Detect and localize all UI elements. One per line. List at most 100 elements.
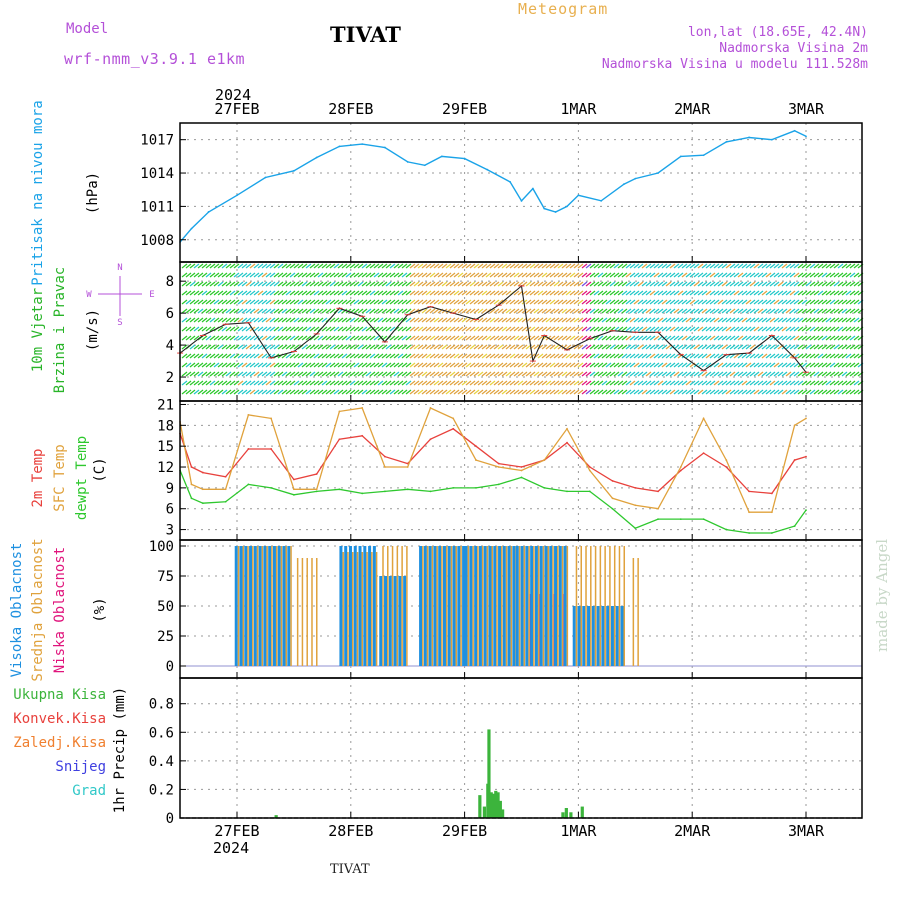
wind-barb	[589, 371, 596, 377]
wind-barb	[561, 389, 568, 395]
wind-barb	[625, 335, 632, 341]
wind-barb	[249, 389, 256, 395]
wind-barb	[581, 389, 588, 395]
wind-barb	[665, 308, 672, 314]
wind-barb	[321, 344, 328, 350]
pressure-line-point	[440, 155, 443, 158]
wind-barb	[409, 335, 416, 341]
wind-barb	[249, 272, 256, 278]
wind-barb	[333, 272, 340, 278]
wind-barb	[253, 335, 260, 341]
temp-line-1-point	[566, 427, 568, 430]
wind-barb	[577, 380, 584, 386]
wind-barb	[245, 344, 252, 350]
wind-barb	[417, 335, 424, 341]
wind-barb	[545, 344, 552, 350]
wind-barb	[853, 335, 860, 341]
precip-bar	[482, 806, 487, 818]
wind-barb	[417, 371, 424, 377]
cloud-bar-mid	[285, 546, 288, 666]
wind-barb	[377, 353, 384, 359]
precip-ytick-label: 0	[166, 811, 174, 827]
wind-barb	[361, 317, 368, 323]
wind-barb	[585, 353, 592, 359]
wind-barb	[777, 389, 784, 395]
wind-barb	[465, 362, 472, 368]
wind-barb	[345, 317, 352, 323]
wind-barb	[457, 344, 464, 350]
temp-line-2-point	[452, 486, 455, 489]
wind-barb	[585, 308, 592, 314]
wind-barb	[725, 272, 732, 278]
wind-barb	[373, 308, 380, 314]
wind-barb	[209, 281, 216, 287]
wind-barb	[837, 281, 844, 287]
wind-barb	[381, 362, 388, 368]
wind-barb	[705, 389, 712, 395]
wind-barb	[313, 326, 320, 332]
wind-barb	[737, 299, 744, 305]
wind-barb	[845, 380, 852, 386]
cloud-bar-high	[268, 546, 272, 666]
wind-barb	[665, 299, 672, 305]
wind-barb	[849, 362, 856, 368]
cloud-bar-mid	[316, 558, 318, 666]
wind-barb	[753, 389, 760, 395]
cloud-bar-high	[469, 546, 473, 666]
cloud-bar-mid	[426, 546, 429, 666]
wind-barb	[661, 371, 668, 377]
wind-barb	[525, 353, 532, 359]
cloud-bar-high	[615, 606, 619, 666]
cloud-bar-high	[534, 546, 538, 666]
wind-barb	[365, 272, 372, 278]
wind-barb	[281, 371, 288, 377]
cloud-bar-high	[263, 546, 267, 666]
wind-barb	[573, 290, 580, 296]
temp-line-1-point	[634, 504, 637, 507]
wind-barb	[737, 326, 744, 332]
wind-barb	[729, 290, 736, 296]
wind-barb	[717, 344, 724, 350]
wind-barb	[773, 299, 780, 305]
wind-barb	[789, 299, 796, 305]
wind-barb	[637, 353, 644, 359]
wind-barb	[677, 299, 684, 305]
wind-barb	[365, 389, 372, 395]
wind-barb	[517, 308, 524, 314]
wind-barb	[753, 308, 760, 314]
wind-barb	[293, 389, 300, 395]
wind-barb	[617, 326, 624, 332]
wind-barb	[845, 371, 852, 377]
wind-barb	[229, 362, 236, 368]
wind-barb	[385, 281, 392, 287]
wind-barb	[849, 371, 856, 377]
wind-barb	[477, 380, 484, 386]
wind-barb	[229, 299, 236, 305]
wind-barb	[589, 353, 596, 359]
wind-barb	[757, 299, 764, 305]
wind-barb	[389, 335, 396, 341]
wind-barb	[433, 362, 440, 368]
wind-barb	[689, 335, 696, 341]
wind-barb	[605, 263, 612, 269]
wind-barb	[645, 371, 652, 377]
wind-barb	[409, 299, 416, 305]
wind-barb	[789, 281, 796, 287]
wind-barb	[573, 326, 580, 332]
temp-line-0-point	[657, 490, 659, 493]
wind-barb	[573, 308, 580, 314]
cloud-bar-mid	[467, 546, 470, 666]
wind-barb	[581, 272, 588, 278]
wind-barb	[321, 335, 328, 341]
wind-barb	[357, 263, 364, 269]
wind-barb	[609, 272, 616, 278]
wind-barb	[369, 308, 376, 314]
wind-barb	[781, 353, 788, 359]
wind-barb	[213, 317, 220, 323]
wind-barb	[817, 389, 824, 395]
wind-barb	[697, 308, 704, 314]
dewpt-axis-label: dewpt Temp	[74, 436, 90, 520]
wind-barb	[769, 299, 776, 305]
wind-barb	[329, 344, 336, 350]
wind-barb	[605, 389, 612, 395]
